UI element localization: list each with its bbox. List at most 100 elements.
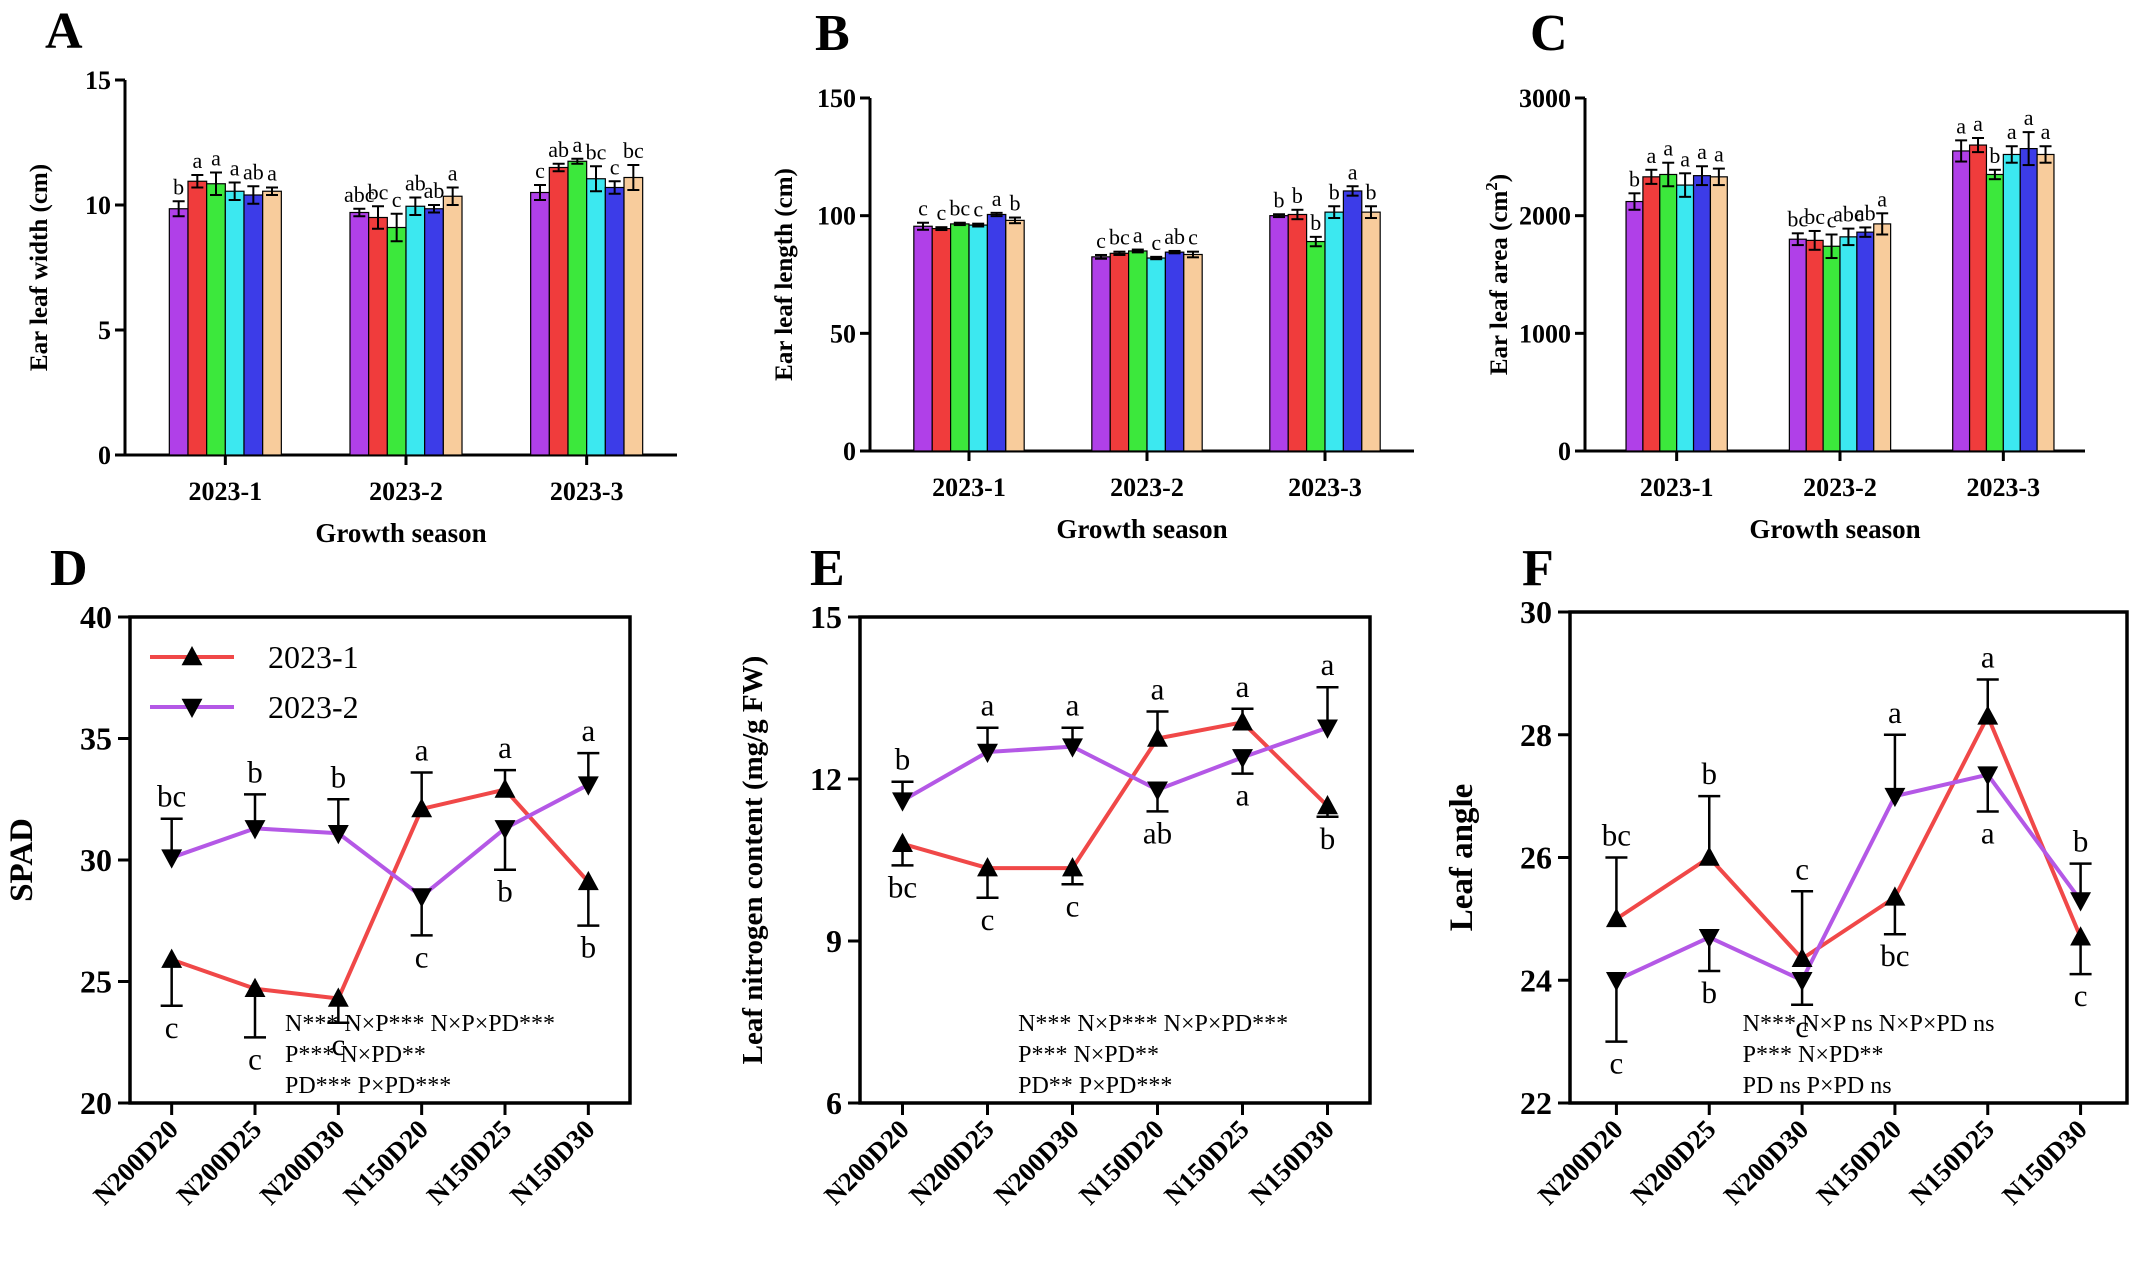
- marker-up: [2070, 926, 2092, 946]
- bar: [386, 226, 407, 456]
- bar: [623, 176, 644, 456]
- marker-up: [1791, 947, 1813, 968]
- significance-letter: a: [1236, 669, 1250, 704]
- x-tick-label: N200D30: [1718, 1114, 1815, 1211]
- stats-line: N*** N×P ns N×P×PD ns: [1743, 1011, 1995, 1037]
- panel-f: F 22 24 26 28 30 N200D20N200D25N200D30N150D20…: [1444, 540, 2129, 1211]
- y-tick-label: 0: [1558, 437, 1571, 466]
- significance-letter: c: [2074, 978, 2088, 1013]
- panel-label-e: E: [810, 540, 845, 597]
- bar: [1183, 253, 1203, 452]
- series-line-1: [171, 787, 590, 1001]
- significance-letter: c: [331, 1027, 345, 1062]
- marker-down: [977, 743, 998, 763]
- significance-letter: c: [937, 200, 947, 225]
- bar: [1709, 176, 1728, 452]
- significance-letter: a: [192, 148, 202, 173]
- significance-letter: a: [1888, 695, 1902, 730]
- y-tick-label: 30: [80, 842, 112, 878]
- significance-letter: c: [610, 154, 620, 179]
- significance-letter: c: [1610, 1046, 1624, 1081]
- x-tick-label: 2023-1: [1640, 473, 1714, 502]
- marker-up: [1698, 846, 1720, 866]
- significance-letter: bc: [623, 138, 644, 163]
- y-tick-label: 20: [80, 1085, 112, 1121]
- x-tick-label: N200D25: [903, 1114, 1000, 1211]
- stats-line: P*** N×PD**: [285, 1042, 426, 1068]
- y-axis-title: Ear leaf length (cm): [771, 168, 798, 381]
- x-tick-label: N150D25: [1903, 1114, 2000, 1211]
- significance-letter: ab: [424, 178, 445, 203]
- y-axis-title: SPAD: [4, 818, 40, 902]
- x-axis-title: Growth season: [1056, 514, 1227, 544]
- y-tick-label: 10: [85, 191, 111, 220]
- significance-letter: b: [1292, 183, 1303, 208]
- bar: [1324, 211, 1344, 452]
- significance-letter: c: [1066, 888, 1080, 923]
- marker-up: [494, 778, 516, 798]
- bar: [1822, 245, 1841, 452]
- x-axis-title: Growth season: [315, 518, 486, 548]
- significance-letter: a: [1697, 139, 1707, 164]
- bar: [913, 225, 933, 452]
- significance-letter: bc: [157, 779, 186, 814]
- bar: [2002, 153, 2021, 452]
- panel-d: D 20 25 30 35 40 N200D20N200D25N200D30N150D20…: [4, 540, 632, 1211]
- stats-line: P*** N×PD**: [1743, 1042, 1884, 1068]
- x-tick-label: 2023-2: [1110, 473, 1184, 502]
- bar: [262, 190, 282, 456]
- significance-letter: bc: [1109, 225, 1130, 250]
- significance-letter: c: [918, 196, 928, 221]
- stats-line: PD** P×PD***: [1018, 1073, 1172, 1099]
- bar: [168, 208, 189, 456]
- marker-down: [577, 776, 599, 796]
- bar: [1692, 175, 1712, 452]
- bar: [1805, 239, 1824, 452]
- marker-up: [892, 832, 913, 853]
- significance-letter: a: [1973, 111, 1983, 136]
- panel-label-c: C: [1530, 5, 1568, 62]
- significance-letter: ab: [1164, 224, 1185, 249]
- panel-label-a: A: [45, 3, 83, 60]
- x-tick-label: 2023-1: [932, 473, 1006, 502]
- legend-marker-up: [181, 646, 203, 666]
- bar: [1659, 173, 1678, 452]
- marker-up: [327, 987, 349, 1007]
- marker-down: [1317, 719, 1338, 739]
- significance-letter: a: [581, 713, 595, 748]
- bar: [530, 191, 550, 456]
- marker-up: [1605, 907, 1627, 928]
- significance-letter: a: [230, 156, 240, 181]
- significance-letter: ab: [1855, 200, 1876, 225]
- marker-down: [411, 888, 433, 908]
- bar: [986, 213, 1007, 452]
- significance-letter: c: [415, 939, 429, 974]
- x-tick-label: N200D30: [988, 1114, 1085, 1211]
- y-tick-label: 3000: [1519, 84, 1571, 113]
- significance-letter: c: [1096, 228, 1106, 253]
- bar: [1839, 236, 1858, 452]
- bar: [206, 183, 226, 456]
- chart-f-plot: 2224262830N200D20N200D25N200D30N150D20N1…: [1444, 594, 2129, 1211]
- significance-letter: b: [2073, 824, 2089, 859]
- significance-letter: b: [1320, 821, 1336, 856]
- significance-letter: a: [1680, 146, 1690, 171]
- bar: [1091, 256, 1111, 452]
- marker-up: [977, 857, 998, 877]
- x-tick-label: N150D25: [1158, 1114, 1255, 1211]
- bar: [1642, 176, 1661, 452]
- significance-letter: a: [1956, 113, 1966, 138]
- panel-label-b: B: [815, 5, 850, 62]
- bar: [968, 224, 988, 452]
- y-axis-title: Leaf nitrogen content (mg/g FW): [737, 656, 769, 1065]
- bar: [604, 186, 625, 456]
- x-tick-label: N150D30: [1243, 1114, 1340, 1211]
- bar: [1128, 250, 1148, 452]
- bar: [1306, 240, 1326, 452]
- x-tick-label: 2023-1: [188, 477, 262, 506]
- x-tick-label: N200D25: [171, 1114, 268, 1211]
- significance-letter: c: [1827, 207, 1837, 232]
- significance-letter: a: [267, 161, 277, 186]
